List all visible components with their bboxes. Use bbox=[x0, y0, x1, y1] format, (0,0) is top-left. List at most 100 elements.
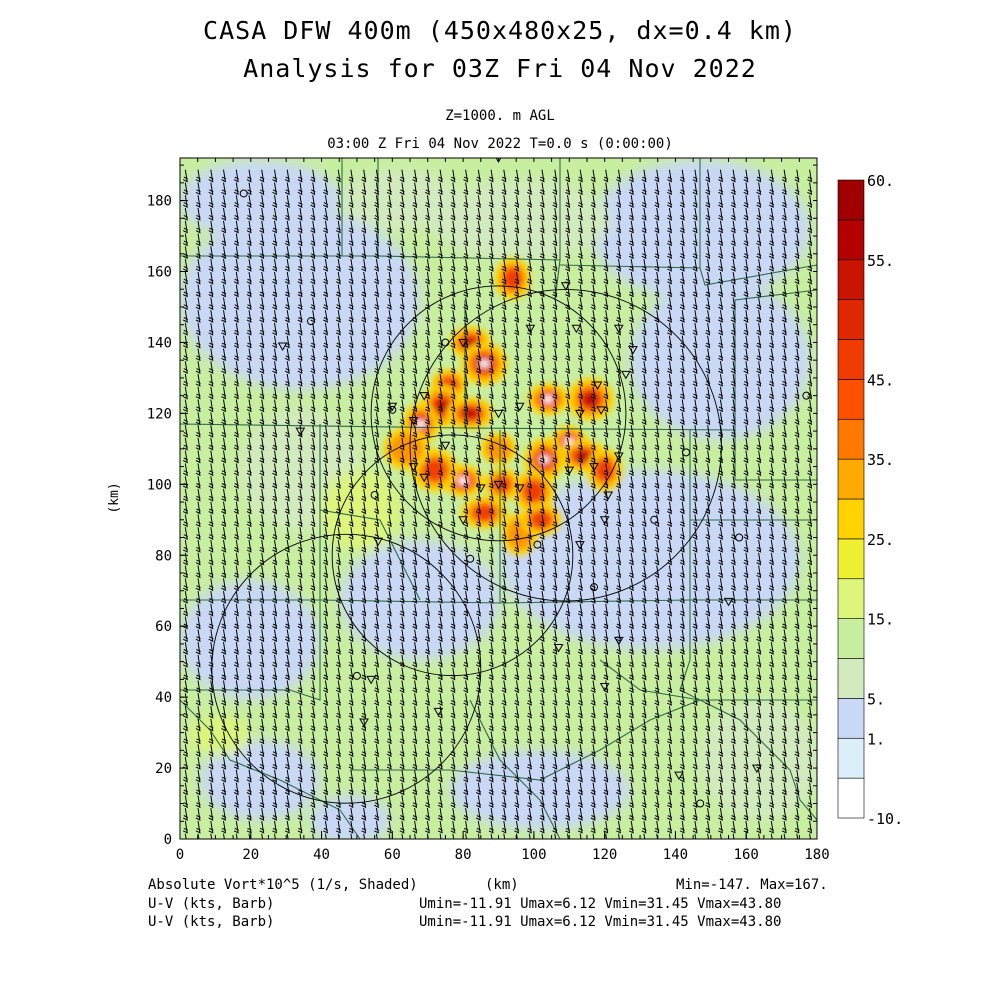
wind-barb bbox=[541, 833, 544, 839]
wind-barb bbox=[437, 463, 443, 477]
wind-barb bbox=[616, 744, 622, 758]
wind-barb bbox=[424, 501, 431, 515]
wind-barb bbox=[412, 220, 418, 234]
wind-barb bbox=[654, 539, 660, 553]
wind-barb bbox=[386, 386, 392, 400]
wind-barb bbox=[488, 412, 494, 426]
wind-barb bbox=[605, 833, 608, 839]
wind-barb bbox=[361, 476, 367, 489]
wind-barb bbox=[794, 693, 800, 706]
wind-barb bbox=[501, 284, 507, 298]
wind-barb bbox=[603, 731, 609, 745]
wind-barb bbox=[692, 399, 698, 413]
wind-barb bbox=[259, 284, 265, 298]
wind-barb bbox=[654, 578, 660, 592]
wind-barb bbox=[618, 833, 620, 839]
wind-barb bbox=[475, 552, 482, 566]
wind-barb bbox=[539, 744, 545, 758]
wind-barb bbox=[552, 220, 558, 234]
wind-barb bbox=[233, 271, 239, 285]
wind-barb bbox=[590, 705, 596, 719]
wind-barb bbox=[488, 552, 494, 566]
wind-barb bbox=[565, 195, 571, 208]
station-triangle bbox=[458, 338, 468, 348]
wind-barb bbox=[208, 195, 214, 208]
wind-barb bbox=[233, 233, 239, 247]
wind-barb bbox=[463, 654, 469, 668]
wind-barb bbox=[781, 693, 787, 706]
wind-barb bbox=[424, 642, 431, 655]
wind-barb bbox=[641, 795, 647, 809]
wind-barb bbox=[603, 603, 609, 617]
wind-barb bbox=[667, 297, 673, 311]
wind-barb bbox=[424, 195, 431, 208]
wind-barb bbox=[297, 795, 303, 809]
wind-barb bbox=[297, 310, 303, 323]
wind-barb bbox=[756, 539, 762, 553]
wind-barb bbox=[667, 425, 673, 438]
wind-barb bbox=[374, 233, 380, 247]
wind-barb bbox=[577, 259, 583, 272]
wind-barb bbox=[450, 591, 456, 604]
wind-barb bbox=[501, 820, 507, 834]
wind-barb bbox=[603, 425, 609, 438]
wind-barb bbox=[705, 718, 711, 732]
wind-barb bbox=[692, 667, 698, 681]
wind-barb bbox=[284, 284, 290, 298]
wind-barb bbox=[475, 667, 482, 681]
wind-barb bbox=[756, 718, 762, 732]
wind-barb bbox=[756, 437, 762, 451]
wind-barb bbox=[399, 616, 405, 630]
wind-barb bbox=[501, 450, 507, 464]
wind-barb bbox=[246, 322, 252, 336]
wind-barb bbox=[667, 450, 673, 464]
wind-barb bbox=[374, 667, 380, 681]
station-circle bbox=[239, 189, 248, 198]
wind-barb bbox=[182, 246, 189, 260]
wind-barb bbox=[195, 642, 201, 655]
wind-barb bbox=[641, 744, 647, 758]
wind-barb bbox=[730, 501, 736, 515]
wind-barb bbox=[590, 233, 596, 247]
wind-barb bbox=[323, 705, 329, 719]
station-triangle bbox=[575, 409, 585, 419]
wind-barb bbox=[284, 399, 290, 413]
wind-barb bbox=[450, 182, 456, 196]
wind-barb bbox=[565, 361, 571, 374]
wind-barb bbox=[692, 207, 698, 221]
wind-barb bbox=[781, 705, 787, 719]
wind-barb bbox=[718, 463, 724, 477]
wind-barb bbox=[348, 795, 354, 809]
wind-barb bbox=[628, 629, 634, 643]
wind-barb bbox=[488, 808, 494, 821]
wind-barb bbox=[272, 463, 278, 477]
wind-barb bbox=[628, 182, 634, 196]
wind-barb bbox=[195, 450, 201, 464]
wind-barb bbox=[475, 207, 482, 221]
wind-barb bbox=[386, 808, 392, 821]
wind-barb bbox=[616, 463, 622, 477]
wind-barb bbox=[412, 782, 418, 796]
wind-barb bbox=[654, 437, 660, 451]
wind-barb bbox=[348, 667, 354, 681]
wind-barb bbox=[590, 718, 596, 732]
wind-barb bbox=[335, 246, 341, 260]
wind-barb bbox=[628, 705, 634, 719]
wind-barb bbox=[208, 757, 214, 770]
wind-barb bbox=[756, 501, 762, 515]
wind-barb bbox=[743, 527, 749, 540]
wind-barb bbox=[310, 233, 316, 247]
wind-barb bbox=[718, 591, 724, 604]
wind-barb bbox=[361, 680, 367, 694]
wind-barb bbox=[272, 386, 278, 400]
wind-barb bbox=[781, 463, 787, 477]
wind-barb bbox=[807, 565, 813, 579]
wind-barb bbox=[437, 565, 443, 579]
wind-barb bbox=[628, 782, 634, 796]
wind-barb bbox=[565, 501, 571, 515]
wind-barb bbox=[692, 220, 698, 234]
wind-barb bbox=[374, 463, 380, 477]
wind-barb bbox=[514, 182, 520, 196]
wind-barb bbox=[221, 629, 227, 643]
wind-barb bbox=[450, 297, 456, 311]
